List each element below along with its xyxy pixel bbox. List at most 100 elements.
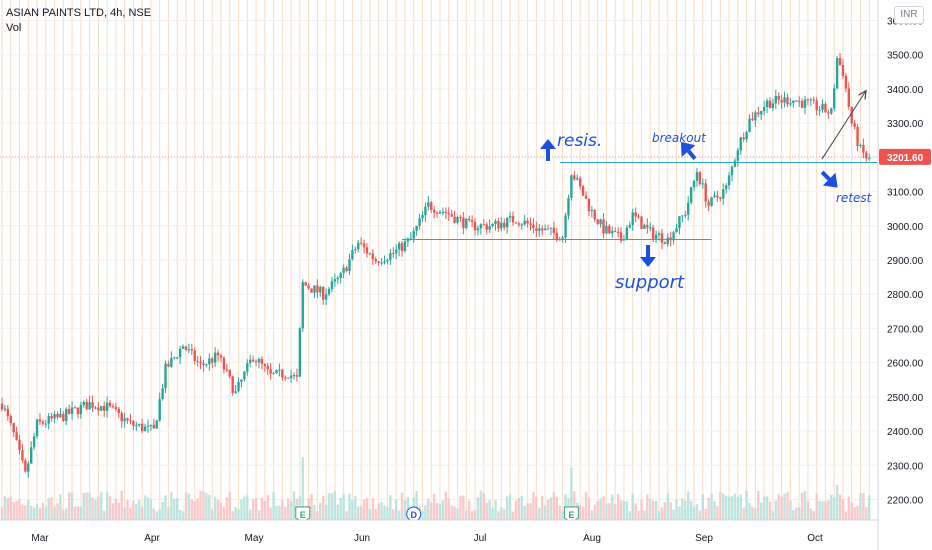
- candle-body: [333, 279, 337, 282]
- x-tick-label: Mar: [31, 533, 49, 544]
- volume-bar: [742, 507, 745, 520]
- candle-body: [663, 242, 667, 245]
- candle-body: [371, 253, 375, 260]
- volume-bar: [365, 498, 369, 520]
- candle-body: [724, 185, 728, 190]
- volume-bar: [38, 508, 42, 520]
- retest-arrow-head: [822, 172, 838, 188]
- candle-body: [520, 224, 523, 226]
- candle-body: [765, 100, 769, 107]
- candle-body: [611, 230, 614, 234]
- y-tick-label: 2400.00: [887, 427, 924, 438]
- volume-bar: [651, 500, 655, 520]
- candle-body: [30, 447, 33, 464]
- volume-bar: [269, 507, 272, 520]
- volume-bar: [520, 495, 523, 520]
- candle-body: [692, 180, 696, 188]
- volume-bar: [704, 508, 707, 520]
- volume-bar: [85, 492, 88, 520]
- candle-body: [228, 369, 231, 377]
- candle-body: [313, 285, 316, 293]
- volume-bar: [590, 510, 594, 520]
- volume-bar: [249, 509, 252, 520]
- candle-body: [698, 172, 702, 185]
- candle-body: [587, 198, 591, 212]
- candle-body: [15, 432, 18, 440]
- volume-bar: [117, 502, 120, 520]
- volume-bar: [841, 499, 845, 520]
- candle-body: [289, 375, 293, 379]
- candle-body: [774, 96, 777, 104]
- candle-body: [254, 361, 258, 363]
- volume-bars: [0, 457, 871, 520]
- candle-body: [374, 259, 377, 262]
- volume-bar: [570, 467, 573, 520]
- candle-body: [73, 407, 77, 409]
- candle-body: [149, 424, 153, 426]
- candle-body: [354, 249, 357, 251]
- candle-body: [105, 402, 109, 411]
- volume-bar: [868, 495, 871, 520]
- volume-bar: [231, 511, 234, 520]
- volume-bar: [453, 506, 456, 520]
- volume-bar: [178, 510, 182, 520]
- candle-body: [777, 96, 780, 100]
- volume-bar: [730, 496, 734, 520]
- volume-bar: [482, 492, 485, 520]
- volume-bar: [821, 501, 824, 520]
- symbol-title[interactable]: ASIAN PAINTS LTD, 4h, NSE: [6, 7, 152, 19]
- volume-bar: [684, 500, 687, 520]
- candle-body: [605, 225, 608, 234]
- volume-bar: [561, 511, 564, 520]
- candle-body: [654, 234, 658, 239]
- volume-bar: [392, 509, 395, 520]
- volume-bar: [611, 494, 614, 520]
- candle-body: [152, 424, 156, 429]
- volume-bar: [850, 502, 853, 520]
- candle-body: [319, 287, 322, 293]
- volume-bar: [254, 498, 258, 520]
- candle-body: [447, 212, 450, 215]
- candle-body: [669, 237, 672, 241]
- candle-body: [18, 439, 21, 451]
- volume-bar: [135, 503, 138, 520]
- volume-bar: [508, 493, 512, 520]
- candle-body: [339, 272, 342, 278]
- retest-arrow-shaft: [820, 170, 831, 181]
- y-tick-label: 2600.00: [887, 359, 924, 370]
- volume-bar: [164, 495, 167, 520]
- volume-bar: [722, 493, 725, 520]
- volume-bar: [260, 497, 264, 520]
- candle-body: [608, 225, 611, 234]
- y-tick-label: 3100.00: [887, 188, 924, 199]
- candle-body: [170, 357, 173, 367]
- candle-body: [324, 294, 328, 300]
- volume-bar: [833, 497, 836, 520]
- candle-body: [634, 212, 637, 217]
- volume-bar: [97, 496, 100, 520]
- candle-body: [830, 108, 833, 114]
- candle-body: [126, 418, 129, 421]
- volume-bar: [485, 502, 488, 520]
- volume-bar: [173, 498, 176, 520]
- volume-label[interactable]: Vol: [6, 22, 22, 34]
- volume-bar: [21, 504, 24, 520]
- volume-bar: [184, 492, 188, 520]
- candle-body: [838, 58, 842, 66]
- volume-bar: [105, 491, 109, 520]
- candle-body: [672, 232, 675, 241]
- currency-button[interactable]: INR: [894, 6, 924, 24]
- retest-label: retest: [836, 191, 873, 205]
- volume-bar: [517, 497, 521, 520]
- volume-bar: [619, 500, 623, 520]
- candle-body: [745, 132, 748, 140]
- candle-body: [260, 358, 264, 364]
- volume-bar: [771, 511, 775, 520]
- candle-body: [9, 416, 12, 424]
- candle-body: [532, 224, 535, 229]
- candle-body: [208, 358, 211, 365]
- candle-body: [120, 412, 123, 422]
- volume-bar: [543, 505, 547, 520]
- volume-bar: [555, 496, 558, 520]
